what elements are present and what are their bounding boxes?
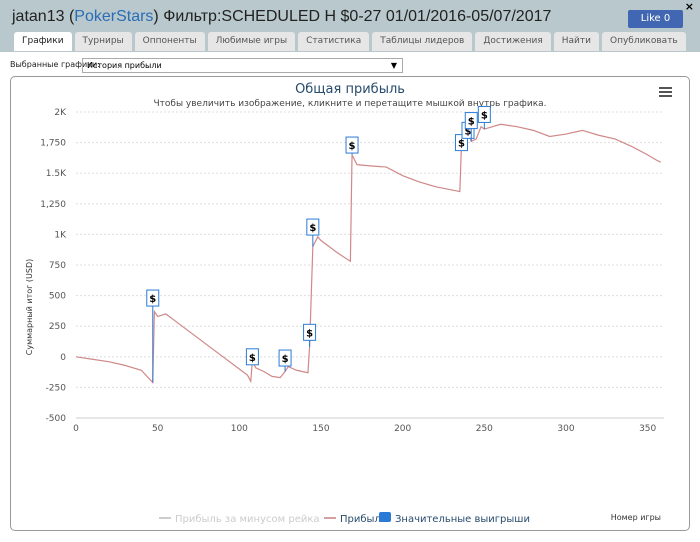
tab-5[interactable]: Таблицы лидеров (372, 32, 473, 51)
x-tick-label: 50 (152, 424, 164, 434)
chart-select[interactable]: История прибыли ▼ (82, 58, 403, 73)
y-tick-label: 1.5K (46, 169, 67, 179)
y-tick-label: -250 (46, 383, 67, 393)
y-tick-label: 1K (54, 230, 67, 240)
window-title: jatan13 (PokerStars) Фильтр:SCHEDULED H … (12, 8, 552, 25)
x-tick-label: 300 (557, 424, 574, 434)
profit-line[interactable] (75, 123, 662, 384)
y-tick-label: 250 (49, 322, 66, 332)
svg-text:$: $ (309, 223, 316, 234)
legend-item[interactable]: Прибыль (324, 514, 387, 525)
svg-text:$: $ (465, 126, 472, 137)
tab-6[interactable]: Достижения (475, 32, 551, 51)
tab-bar: Графики Турниры Оппоненты Любимые игры Стати… (14, 32, 686, 51)
tab-4[interactable]: Статистика (298, 32, 370, 51)
close-icon[interactable]: × (684, 0, 694, 13)
hamburger-icon[interactable] (659, 87, 672, 97)
panel: Выбранные графики: История прибыли ▼ Обща… (0, 52, 700, 542)
tab-2[interactable]: Оппоненты (134, 32, 205, 51)
dropdown-arrow-icon: ▼ (390, 61, 397, 70)
svg-text:$: $ (249, 353, 256, 364)
site-link[interactable]: PokerStars (74, 8, 154, 25)
x-tick-label: 0 (73, 424, 79, 434)
y-tick-label: 0 (60, 353, 66, 363)
svg-text:$: $ (282, 354, 289, 365)
legend-item[interactable]: Прибыль за минусом рейка (159, 514, 320, 525)
legend-item[interactable]: Значительные выигрыши (379, 512, 530, 525)
big-win-marker[interactable]: $ (245, 348, 259, 366)
svg-text:$: $ (149, 294, 156, 305)
svg-text:$: $ (468, 117, 475, 128)
big-win-marker[interactable]: $ (278, 349, 292, 372)
x-tick-label: 350 (639, 424, 656, 434)
tab-7[interactable]: Найти (553, 32, 599, 51)
big-win-marker[interactable]: $ (345, 136, 359, 155)
svg-text:$: $ (458, 139, 465, 150)
chart-subtitle: Чтобы увеличить изображение, кликните и … (153, 99, 546, 109)
y-tick-label: 750 (49, 261, 66, 271)
y-tick-label: 500 (49, 292, 66, 302)
y-tick-label: 1,250 (40, 200, 66, 210)
x-tick-label: 200 (394, 424, 411, 434)
tab-0[interactable]: Графики (14, 32, 72, 51)
x-tick-label: 100 (231, 424, 248, 434)
big-win-marker[interactable]: $ (477, 105, 491, 130)
svg-text:$: $ (481, 110, 488, 121)
big-win-marker[interactable]: $ (306, 218, 320, 247)
y-tick-label: 2K (54, 108, 67, 118)
y-tick-label: -500 (46, 414, 67, 424)
chart-container[interactable]: Общая прибыль Чтобы увеличить изображение… (10, 76, 690, 531)
big-win-marker[interactable]: $ (464, 112, 478, 142)
profit-chart[interactable]: Общая прибыль Чтобы увеличить изображение… (11, 77, 689, 530)
svg-text:$: $ (306, 328, 313, 339)
y-axis-label: Суммарный итог (USD) (25, 259, 34, 356)
tab-1[interactable]: Турниры (74, 32, 132, 51)
tab-8[interactable]: Опубликовать (601, 32, 686, 51)
big-win-marker[interactable]: $ (303, 323, 317, 348)
svg-text:Прибыль за минусом рейка: Прибыль за минусом рейка (175, 514, 320, 525)
svg-text:$: $ (349, 141, 356, 152)
svg-text:Значительные выигрыши: Значительные выигрыши (395, 514, 530, 525)
x-axis-label: Номер игры (611, 513, 661, 522)
tab-3[interactable]: Любимые игры (207, 32, 296, 51)
chart-select-label: Выбранные графики: (10, 60, 100, 69)
y-tick-label: 1,750 (40, 139, 66, 149)
like-button[interactable]: Like 0 (628, 10, 683, 28)
x-tick-label: 150 (312, 424, 329, 434)
chart-title: Общая прибыль (295, 82, 405, 97)
svg-text:Прибыль: Прибыль (340, 514, 387, 525)
x-tick-label: 250 (476, 424, 493, 434)
big-win-marker[interactable]: $ (146, 289, 160, 383)
